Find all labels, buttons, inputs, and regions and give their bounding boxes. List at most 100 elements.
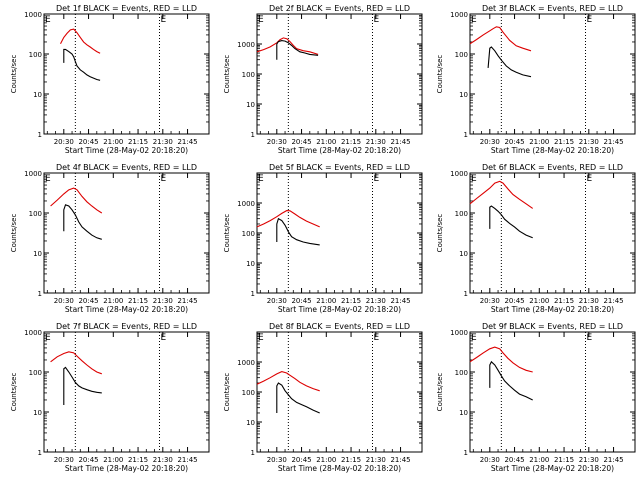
panel-title: Det 2f BLACK = Events, RED = LLD [269, 4, 410, 13]
x-tick-label: 20:45 [504, 297, 524, 305]
y-axis-label: Counts/sec [436, 55, 444, 94]
lld-series-line [256, 371, 320, 392]
x-tick-label: 20:45 [504, 138, 524, 146]
corner-marker: E [161, 333, 167, 343]
x-tick-label: 21:30 [153, 297, 173, 305]
y-tick-label: 1000 [237, 41, 255, 49]
x-tick-label: 20:30 [267, 138, 287, 146]
y-tick-label: 1000 [450, 329, 468, 337]
y-tick-label: 1000 [237, 359, 255, 367]
x-axis-label: Start Time (28-May-02 20:18:20) [491, 146, 614, 155]
x-axis-label: Start Time (28-May-02 20:18:20) [491, 464, 614, 473]
corner-marker: E [45, 174, 51, 184]
panel-grid: Det 1f BLACK = Events, RED = LLD 1 10 100 10… [10, 4, 636, 473]
y-tick-label: 1000 [450, 170, 468, 178]
x-tick-label: 21:15 [128, 456, 148, 464]
x-axis-label: Start Time (28-May-02 20:18:20) [65, 305, 188, 314]
x-tick-label: 21:30 [366, 297, 386, 305]
panel-title: Det 1f BLACK = Events, RED = LLD [56, 4, 197, 13]
x-tick-label: 20:30 [54, 456, 74, 464]
x-tick-label: 20:30 [267, 456, 287, 464]
events-series-line [276, 382, 320, 414]
x-tick-label: 21:00 [316, 456, 336, 464]
y-tick-label: 10 [246, 101, 255, 109]
y-tick-label: 10 [33, 409, 42, 417]
y-tick-label: 10 [459, 91, 468, 99]
x-tick-label: 21:15 [341, 456, 361, 464]
x-tick-label: 20:45 [78, 456, 98, 464]
y-axis-label: Counts/sec [223, 373, 231, 412]
x-tick-label: 21:00 [103, 138, 123, 146]
y-axis-label: Counts/sec [10, 214, 18, 253]
x-tick-label: 21:15 [341, 297, 361, 305]
corner-marker: E [161, 15, 167, 25]
panel-title: Det 7f BLACK = Events, RED = LLD [56, 322, 197, 331]
x-tick-label: 21:15 [128, 138, 148, 146]
events-series-line [276, 217, 320, 246]
y-axis-label: Counts/sec [10, 373, 18, 412]
y-tick-label: 100 [455, 51, 468, 59]
detector-panel-2: Det 2f BLACK = Events, RED = LLD 1 10 100 10… [223, 4, 423, 155]
y-tick-label: 10 [33, 250, 42, 258]
x-tick-label: 20:45 [78, 138, 98, 146]
y-tick-label: 10 [459, 250, 468, 258]
panel-title: Det 5f BLACK = Events, RED = LLD [269, 163, 410, 172]
x-tick-label: 21:45 [390, 297, 410, 305]
x-tick-label: 21:15 [341, 138, 361, 146]
x-tick-label: 21:15 [554, 297, 574, 305]
x-tick-label: 21:15 [128, 297, 148, 305]
x-tick-label: 20:45 [291, 456, 311, 464]
events-series-line [63, 204, 102, 240]
y-tick-label: 1 [251, 290, 255, 298]
y-tick-label: 1000 [450, 11, 468, 19]
lld-series-line [469, 180, 534, 209]
x-tick-label: 20:30 [480, 456, 500, 464]
lld-series-line [469, 26, 532, 52]
detector-panel-3: Det 3f BLACK = Events, RED = LLD 1 10 100 10… [436, 4, 636, 155]
y-tick-label: 1 [38, 290, 42, 298]
x-tick-label: 20:30 [54, 138, 74, 146]
x-axis-label: Start Time (28-May-02 20:18:20) [491, 305, 614, 314]
y-tick-label: 1 [251, 449, 255, 457]
corner-marker: E [258, 333, 264, 343]
events-series-line [63, 366, 102, 405]
x-tick-label: 20:30 [480, 138, 500, 146]
events-series-line [63, 48, 101, 81]
y-axis-label: Counts/sec [436, 373, 444, 412]
plot-frame [469, 172, 636, 294]
corner-marker: E [471, 15, 477, 25]
detector-panel-1: Det 1f BLACK = Events, RED = LLD 1 10 100 10… [10, 4, 210, 155]
x-tick-label: 21:45 [390, 456, 410, 464]
x-tick-label: 21:00 [103, 297, 123, 305]
y-tick-label: 1 [464, 290, 468, 298]
x-tick-label: 21:00 [529, 456, 549, 464]
events-series-line [487, 46, 532, 78]
x-tick-label: 21:00 [529, 297, 549, 305]
x-tick-label: 21:00 [316, 297, 336, 305]
detector-panel-9: Det 9f BLACK = Events, RED = LLD 1 10 100 10… [436, 322, 636, 473]
x-tick-label: 21:30 [153, 456, 173, 464]
y-tick-label: 1000 [237, 200, 255, 208]
x-tick-label: 21:45 [177, 138, 197, 146]
plot-frame [469, 331, 636, 453]
corner-marker: E [258, 174, 264, 184]
x-axis-label: Start Time (28-May-02 20:18:20) [278, 464, 401, 473]
y-tick-label: 10 [246, 419, 255, 427]
x-tick-label: 21:15 [554, 138, 574, 146]
corner-marker: E [587, 333, 593, 343]
x-axis-label: Start Time (28-May-02 20:18:20) [65, 464, 188, 473]
plot-frame [43, 172, 210, 294]
y-tick-label: 1000 [24, 329, 42, 337]
lld-series-line [50, 187, 103, 214]
x-tick-label: 21:45 [603, 297, 623, 305]
corner-marker: E [374, 333, 380, 343]
y-tick-label: 1 [38, 449, 42, 457]
plot-frame [43, 331, 210, 453]
x-tick-label: 21:00 [529, 138, 549, 146]
y-tick-label: 100 [29, 210, 42, 218]
y-tick-label: 100 [29, 369, 42, 377]
y-axis-label: Counts/sec [223, 55, 231, 94]
y-tick-label: 100 [242, 71, 255, 79]
corner-marker: E [374, 15, 380, 25]
